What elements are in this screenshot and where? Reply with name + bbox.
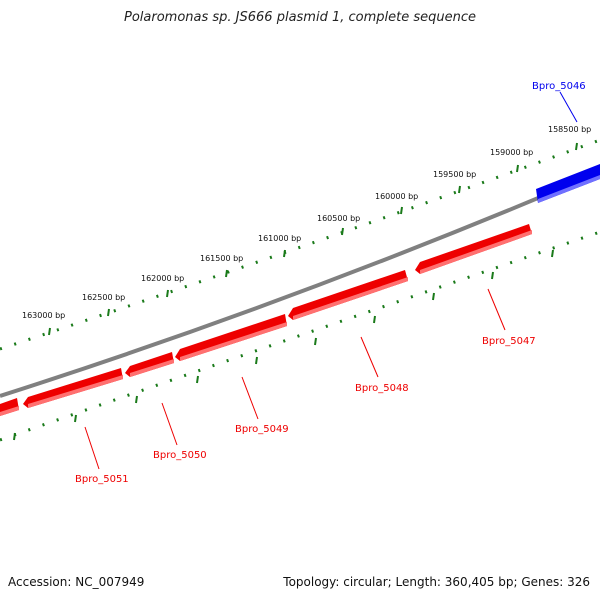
gene-label-bpro-5046[interactable]: Bpro_5046 (532, 81, 586, 92)
gene-bpro-5047[interactable] (415, 224, 532, 274)
gene-bpro-5049[interactable] (175, 314, 287, 361)
map-title: Polaromonas sp. JS666 plasmid 1, complet… (123, 10, 476, 25)
tick-label: 159500 bp (433, 170, 476, 179)
gene-bpro-5046[interactable] (536, 164, 600, 203)
tick-labels: 158500 bp 159000 bp 159500 bp 160000 bp … (22, 125, 591, 320)
tick-label: 160000 bp (375, 192, 418, 201)
backbone-arc (0, 170, 600, 398)
tick-label: 162500 bp (82, 293, 125, 302)
gene-bpro-5050[interactable] (125, 352, 174, 377)
accession-text: Accession: NC_007949 (8, 575, 145, 589)
gene-label-bpro-5049[interactable]: Bpro_5049 (235, 424, 289, 435)
gene-label-bpro-5051[interactable]: Bpro_5051 (75, 474, 129, 485)
tick-label: 159000 bp (490, 148, 533, 157)
outer-major-ticks (48, 142, 578, 336)
tick-label: 158500 bp (548, 125, 591, 134)
tick-label: 160500 bp (317, 214, 360, 223)
gene-label-bpro-5047[interactable]: Bpro_5047 (482, 336, 536, 347)
gene-partial-left[interactable] (0, 398, 19, 416)
tick-label: 161000 bp (258, 234, 301, 243)
tick-label: 162000 bp (141, 274, 184, 283)
gene-label-bpro-5050[interactable]: Bpro_5050 (153, 450, 207, 461)
gene-bpro-5051[interactable] (23, 368, 123, 408)
gene-leader-lines (84, 91, 578, 470)
topology-stats-text: Topology: circular; Length: 360,405 bp; … (283, 575, 590, 589)
tick-label: 163000 bp (22, 311, 65, 320)
outer-tick-ruler (0, 138, 600, 351)
gene-bpro-5048[interactable] (288, 270, 408, 320)
inner-major-ticks (13, 249, 554, 441)
tick-label: 161500 bp (200, 254, 243, 263)
gene-label-bpro-5048[interactable]: Bpro_5048 (355, 383, 409, 394)
